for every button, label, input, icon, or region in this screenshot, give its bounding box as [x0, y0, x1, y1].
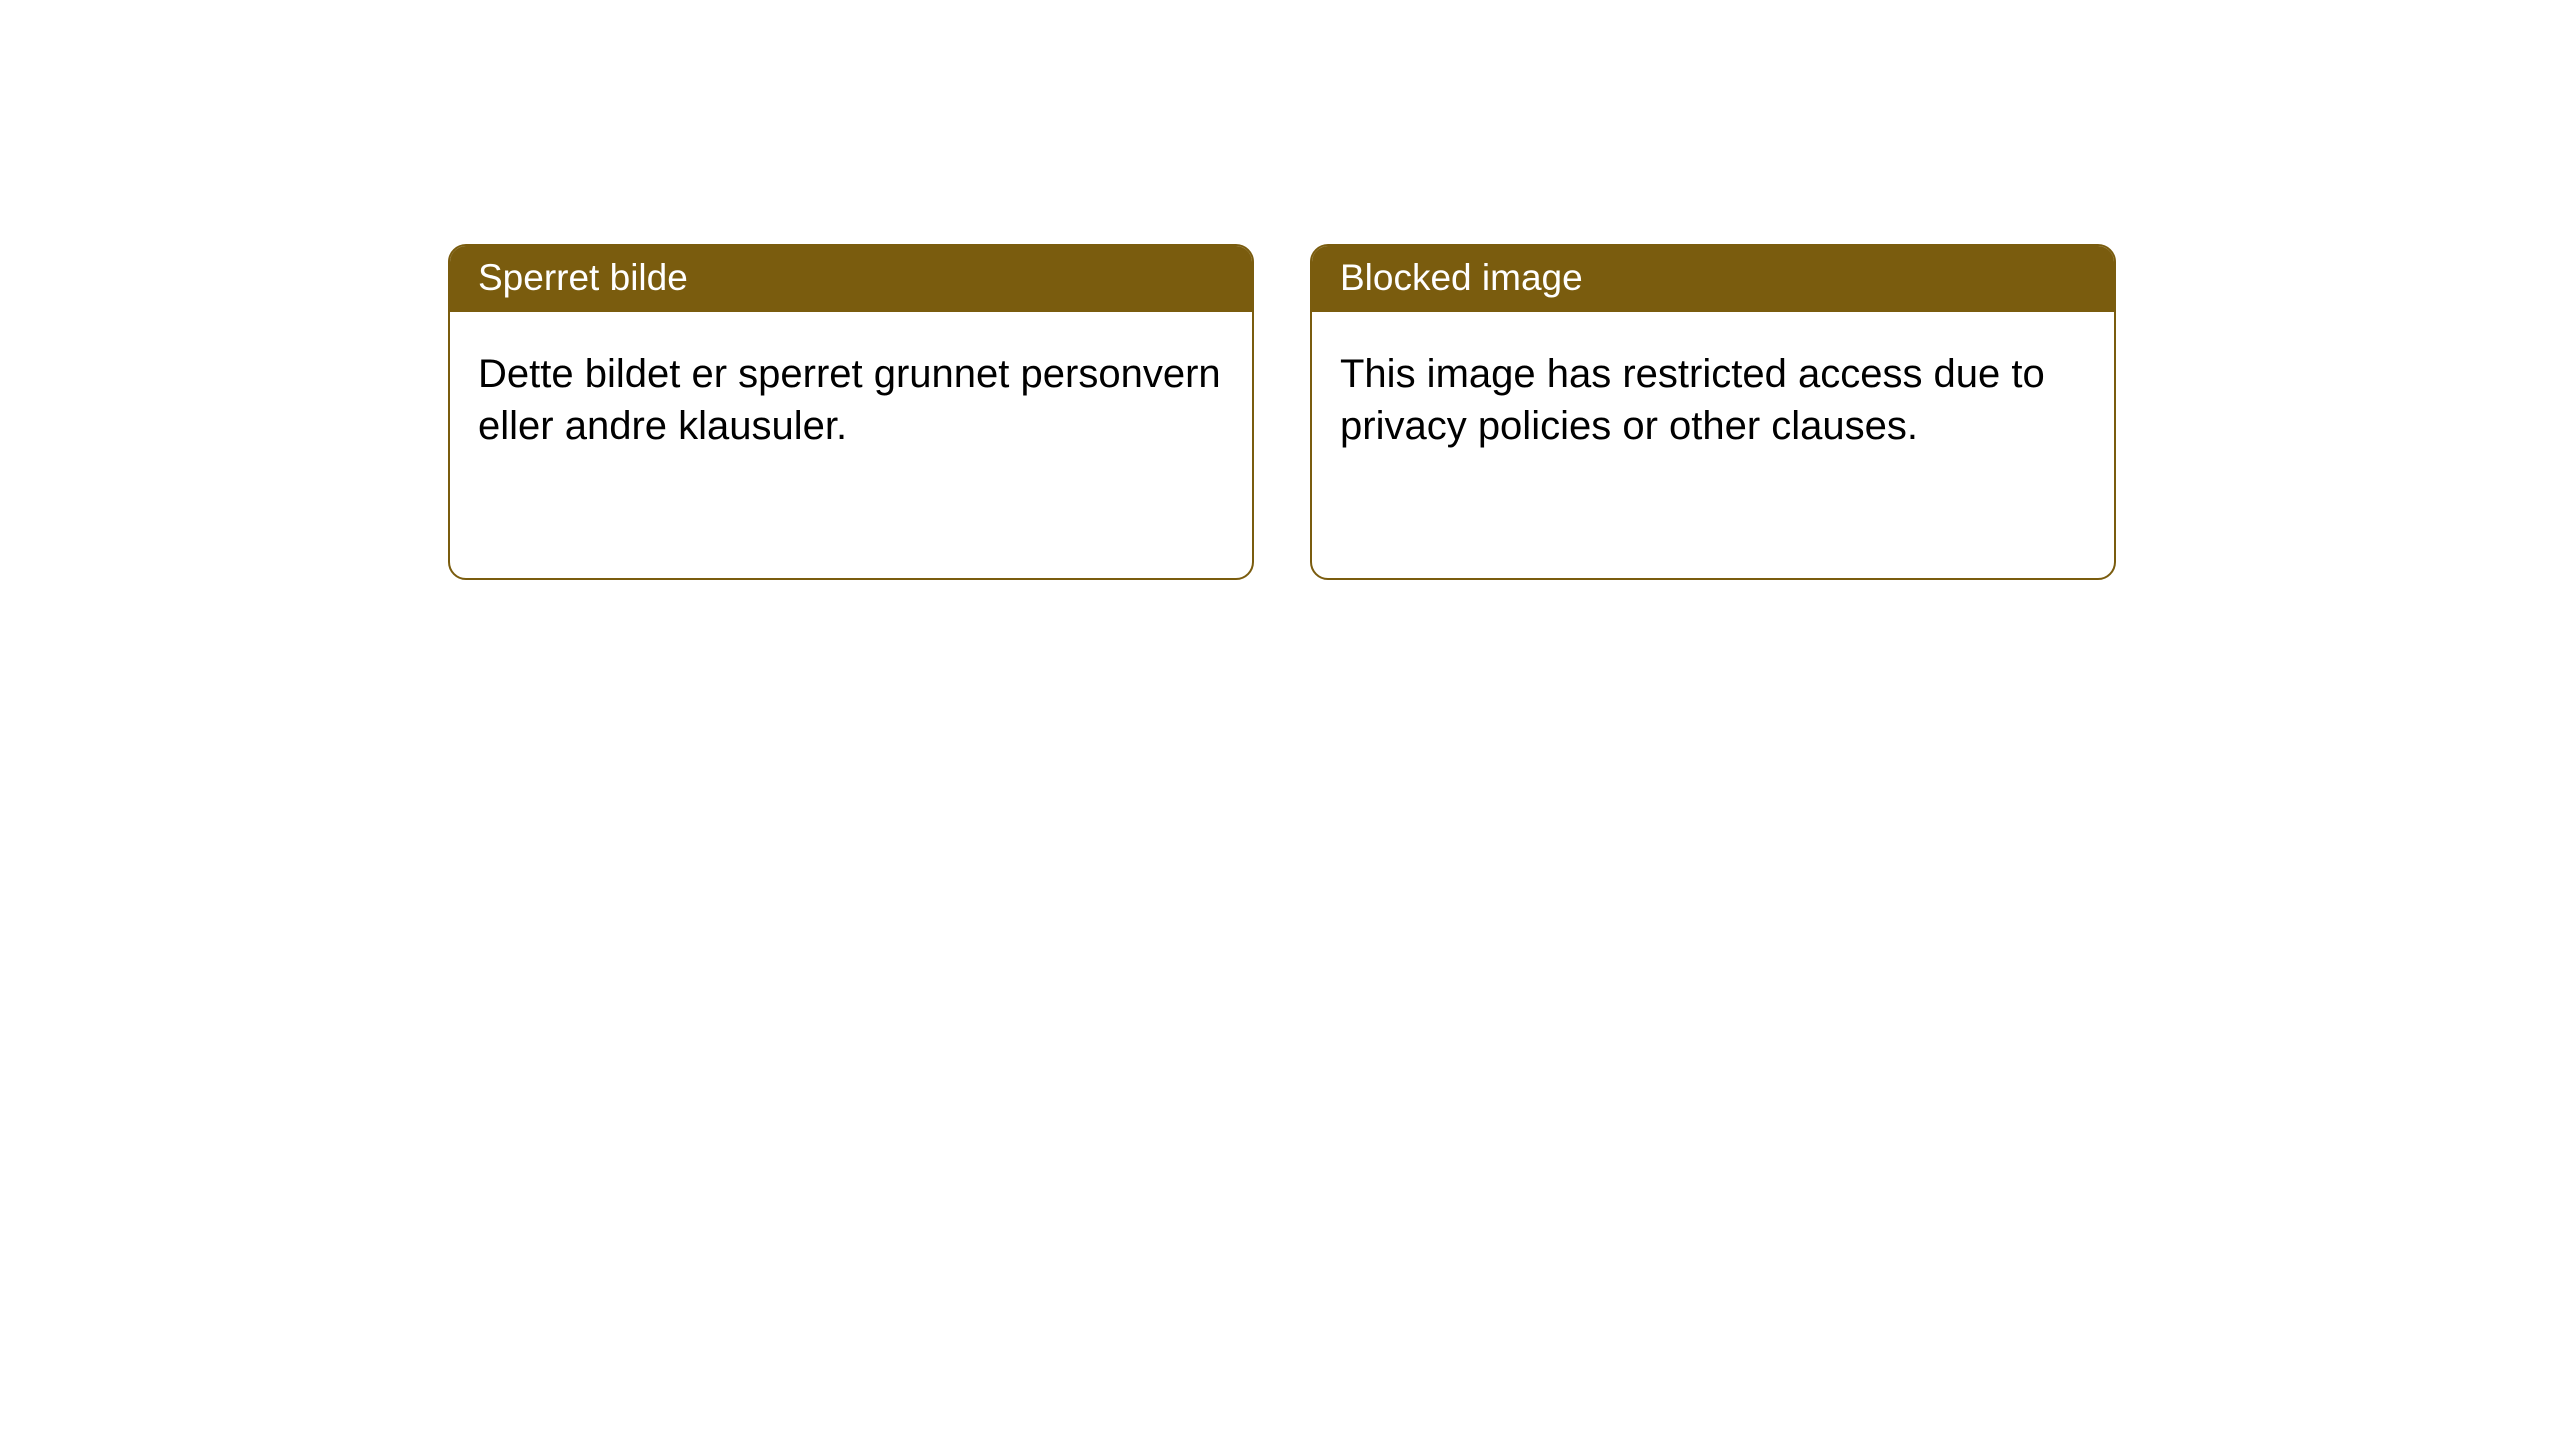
- notice-header-no: Sperret bilde: [450, 246, 1252, 312]
- notice-body-en: This image has restricted access due to …: [1312, 312, 2114, 480]
- notice-card-no: Sperret bilde Dette bildet er sperret gr…: [448, 244, 1254, 580]
- notice-card-en: Blocked image This image has restricted …: [1310, 244, 2116, 580]
- notice-text-no: Dette bildet er sperret grunnet personve…: [478, 352, 1221, 448]
- notice-text-en: This image has restricted access due to …: [1340, 352, 2045, 448]
- notice-title-no: Sperret bilde: [478, 257, 688, 298]
- notice-body-no: Dette bildet er sperret grunnet personve…: [450, 312, 1252, 480]
- notice-title-en: Blocked image: [1340, 257, 1583, 298]
- notice-container: Sperret bilde Dette bildet er sperret gr…: [448, 244, 2560, 580]
- notice-header-en: Blocked image: [1312, 246, 2114, 312]
